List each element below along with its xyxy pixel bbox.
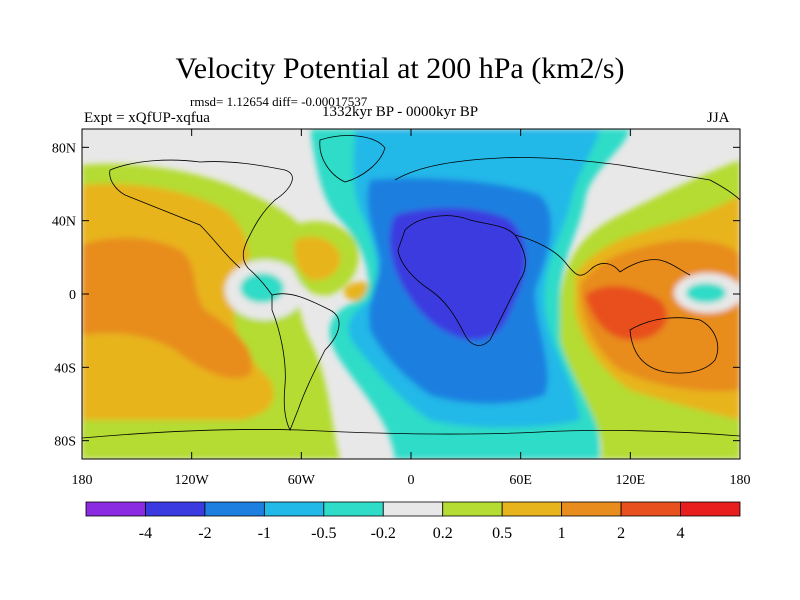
arctic-neutral-east bbox=[630, 129, 740, 150]
contour-field bbox=[82, 129, 740, 459]
colorbar-label: 4 bbox=[677, 525, 685, 542]
colorbar-swatch bbox=[85, 501, 146, 517]
colorbar-label: 0.2 bbox=[433, 525, 453, 542]
colorbar-swatch bbox=[323, 501, 384, 517]
coast-south-asia bbox=[514, 234, 621, 276]
colorbar-label: -1 bbox=[258, 525, 271, 542]
coast-greenland bbox=[319, 135, 386, 183]
contour-band-neg-core bbox=[389, 208, 526, 340]
y-tick-label: 0 bbox=[69, 288, 76, 303]
x-tick-label: 120W bbox=[175, 473, 210, 488]
coast-eurasia-north bbox=[394, 157, 740, 201]
x-tick-label: 0 bbox=[408, 473, 415, 488]
colorbar-swatch bbox=[501, 501, 563, 517]
y-tick-label: 80N bbox=[52, 141, 76, 156]
colorbar-swatch bbox=[204, 501, 265, 517]
negative-pocket-central-america bbox=[240, 273, 284, 303]
colorbar-swatch bbox=[145, 501, 206, 517]
colorbar-swatch bbox=[620, 501, 681, 517]
coast-australia bbox=[629, 317, 719, 374]
season-label: JJA bbox=[707, 110, 730, 126]
colorbar-swatch bbox=[263, 501, 325, 517]
colorbar-label: 1 bbox=[558, 525, 566, 542]
x-tick-label: 180 bbox=[730, 473, 751, 488]
y-tick-label: 80S bbox=[54, 435, 76, 450]
colorbar-swatch bbox=[442, 501, 503, 517]
colorbar-label: 2 bbox=[617, 525, 625, 542]
experiment-label: Expt = xQfUP-xqfua bbox=[84, 110, 210, 126]
coast-south-america bbox=[271, 293, 340, 431]
coast-africa bbox=[397, 215, 526, 346]
contour-band-high-pos-west bbox=[82, 238, 253, 379]
coast-antarctica bbox=[82, 429, 740, 439]
period-label: 1332kyr BP - 0000kyr BP bbox=[322, 104, 479, 120]
y-tick-label: 40S bbox=[54, 361, 76, 376]
colorbar-swatch bbox=[680, 501, 741, 517]
x-tick-label: 60W bbox=[288, 473, 316, 488]
colorbar-label: 0.5 bbox=[492, 525, 512, 542]
negative-pocket-central-pacific bbox=[686, 283, 726, 303]
arctic-neutral-west bbox=[82, 129, 310, 153]
colorbar-label: -2 bbox=[198, 525, 211, 542]
x-tick-label: 180 bbox=[72, 473, 93, 488]
colorbar-label: -0.5 bbox=[311, 525, 336, 542]
coastlines bbox=[82, 135, 740, 439]
colorbar-swatch bbox=[382, 501, 444, 517]
contour-band-peak-pos-east bbox=[585, 285, 668, 341]
colorbar-swatch bbox=[561, 501, 622, 517]
x-tick-label: 60E bbox=[509, 473, 532, 488]
contour-band-atlantic-mid bbox=[294, 236, 341, 281]
colorbar-label: -0.2 bbox=[371, 525, 396, 542]
chart-title: Velocity Potential at 200 hPa (km2/s) bbox=[175, 52, 625, 85]
y-tick-label: 40N bbox=[52, 215, 76, 230]
axes: 180 120W 60W 0 60E 120E 180 80N 40N 0 40S 80S bbox=[52, 129, 751, 488]
stats-label: rmsd= 1.12654 diff= -0.00017537 bbox=[190, 94, 368, 109]
coast-southeast-asia bbox=[619, 259, 691, 276]
x-tick-label: 120E bbox=[616, 473, 646, 488]
colorbar: -4 -2 -1 -0.5 -0.2 0.2 0.5 1 2 4 bbox=[85, 501, 741, 542]
coast-north-america-west bbox=[109, 169, 241, 269]
coast-north-america bbox=[109, 159, 293, 296]
colorbar-label: -4 bbox=[139, 525, 152, 542]
